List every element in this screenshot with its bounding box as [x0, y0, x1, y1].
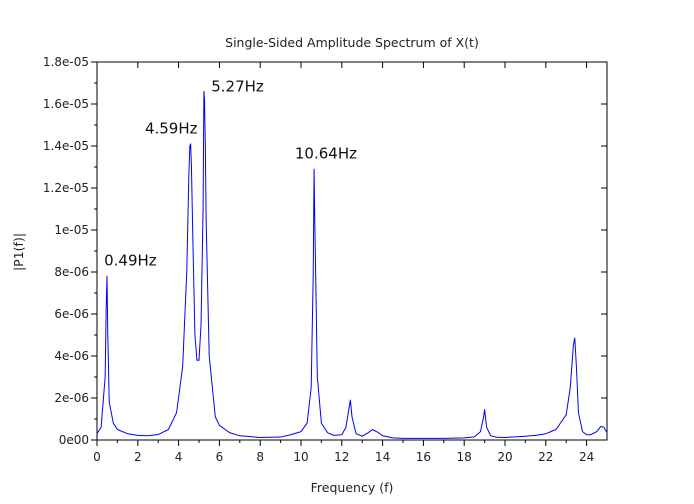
y-tick-label: 1.6e-05: [43, 97, 89, 111]
y-tick-label: 0e00: [59, 433, 89, 447]
y-tick-label: 2e-06: [54, 391, 89, 405]
chart-title: Single-Sided Amplitude Spectrum of X(t): [225, 35, 479, 50]
y-axis-title: |P1(f)|: [11, 233, 26, 271]
x-tick-label: 12: [334, 450, 349, 464]
y-tick-label: 1.4e-05: [43, 139, 89, 153]
y-tick-label: 1e-05: [54, 223, 89, 237]
x-tick-label: 22: [538, 450, 553, 464]
peak-annotations: 0.49Hz 4.59Hz 5.27Hz 10.64Hz: [104, 77, 357, 269]
y-tick-label: 4e-06: [54, 349, 89, 363]
y-tick-label: 1.8e-05: [43, 55, 89, 69]
x-tick-label: 6: [216, 450, 224, 464]
x-tick-label: 8: [256, 450, 264, 464]
y-tick-label: 6e-06: [54, 307, 89, 321]
x-tick-label: 14: [375, 450, 390, 464]
y-tick-label: 1.2e-05: [43, 181, 89, 195]
x-axis-title: Frequency (f): [311, 480, 394, 495]
x-tick-label: 18: [457, 450, 472, 464]
x-tick-label: 20: [497, 450, 512, 464]
y-axis-ticks: 0e00 2e-06 4e-06 6e-06 8e-06 1e-05 1.2e-05 1.4e…: [43, 55, 607, 447]
peak-annotation: 4.59Hz: [145, 119, 198, 137]
x-tick-label: 4: [175, 450, 183, 464]
x-tick-label: 2: [134, 450, 142, 464]
x-tick-label: 24: [579, 450, 594, 464]
y-tick-label: 8e-06: [54, 265, 89, 279]
x-axis-ticks: 0 2 4 6 8 10 12 14 16 18 20 22 24: [93, 62, 594, 464]
peak-annotation: 0.49Hz: [104, 252, 157, 270]
peak-annotation: 10.64Hz: [295, 145, 357, 163]
x-tick-label: 16: [416, 450, 431, 464]
spectrum-line: [96, 90, 608, 439]
peak-annotation: 5.27Hz: [211, 77, 264, 95]
x-tick-label: 0: [93, 450, 101, 464]
x-tick-label: 10: [293, 450, 308, 464]
